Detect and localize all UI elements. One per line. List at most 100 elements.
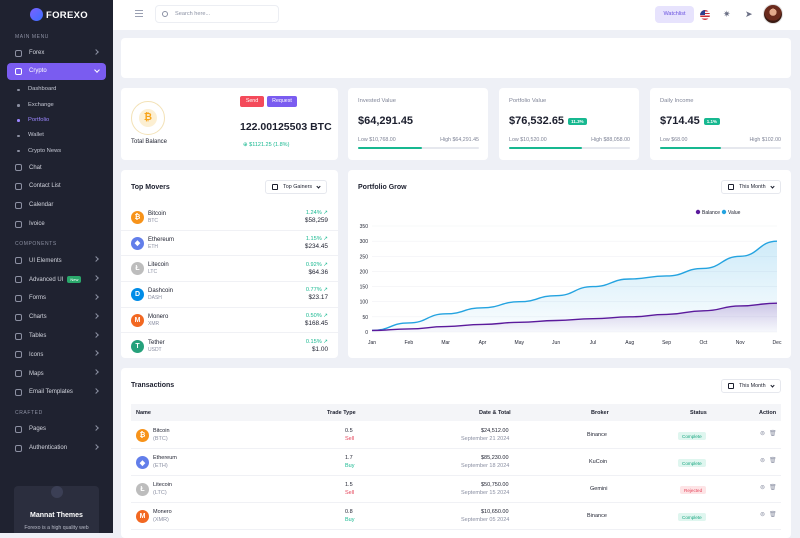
- chevron-right-icon: [93, 331, 99, 338]
- sidebar-sub-crypto-news[interactable]: Crypto News: [0, 143, 113, 158]
- list-item[interactable]: ◆ Ethereum ETH 1.15% ↗ $234.45: [121, 231, 338, 257]
- lock-icon: [15, 444, 22, 452]
- top-gainers-dropdown[interactable]: Top Gainers: [265, 180, 328, 194]
- sidebar-item-email-templates[interactable]: Email Templates: [0, 383, 113, 402]
- mover-price: $1.00: [312, 346, 328, 354]
- logo-icon: [30, 8, 43, 21]
- delete-icon[interactable]: 🗑: [769, 512, 777, 518]
- sidebar-item-calendar[interactable]: Calendar: [0, 196, 113, 215]
- balance-amount: 122.00125503 BTC: [240, 121, 332, 133]
- sidebar-item-contact-list[interactable]: Contact List: [0, 177, 113, 196]
- chevron-right-icon: [93, 294, 99, 300]
- sidebar-item-icons[interactable]: Icons: [0, 345, 113, 364]
- chevron-down-icon: [316, 183, 321, 189]
- menu-toggle-icon[interactable]: [135, 10, 143, 17]
- table-row[interactable]: ◆ Ethereum (ETH) 1.7 Buy $85,230.00 Sept…: [131, 449, 781, 476]
- x-tick-label: Jun: [552, 340, 560, 346]
- this-month-dropdown[interactable]: This Month: [721, 180, 781, 194]
- view-icon[interactable]: ⊚: [760, 458, 766, 464]
- calendar-icon: [728, 184, 734, 190]
- table-row[interactable]: ₿ Bitcoin (BTC) 0.5 Sell $24,512.00 Sept…: [131, 422, 781, 449]
- list-item[interactable]: ₿ Bitcoin BTC 1.24% ↗ $58,259: [121, 205, 338, 231]
- sidebar-sub-wallet[interactable]: Wallet: [0, 128, 113, 143]
- search-input[interactable]: Search here...: [155, 5, 279, 23]
- chevron-right-icon: [93, 369, 99, 376]
- transactions-month-dropdown[interactable]: This Month: [721, 379, 781, 393]
- us-flag-icon[interactable]: [700, 10, 710, 20]
- sidebar-item-advanced-ui[interactable]: Advanced UI New: [0, 270, 113, 289]
- watchlist-button[interactable]: Watchlist: [655, 6, 694, 23]
- table-row[interactable]: Ł Litecoin (LTC) 1.5 Sell $50,750.00 Sep…: [131, 476, 781, 503]
- delete-icon[interactable]: 🗑: [769, 485, 777, 491]
- mail-icon: [15, 388, 22, 396]
- sidebar-item-forms[interactable]: Forms: [0, 289, 113, 308]
- x-tick-label: Mar: [441, 340, 450, 346]
- avatar[interactable]: [763, 4, 783, 24]
- stat-high: High $64,291.45: [440, 137, 479, 143]
- topbar: Search here... Watchlist ✷ ➤: [113, 0, 800, 30]
- delete-icon[interactable]: 🗑: [769, 458, 777, 464]
- stat-high: High $88,058.00: [591, 137, 630, 143]
- sidebar-item-ui-elements[interactable]: UI Elements: [0, 251, 113, 270]
- stat-progress: [358, 147, 479, 149]
- send-button[interactable]: Send: [240, 96, 264, 107]
- status-badge: Complete: [678, 513, 706, 521]
- y-tick-label: 150: [360, 285, 369, 291]
- table-row[interactable]: M Monero (XMR) 0.8 Buy $10,650.00 Septem…: [131, 503, 781, 530]
- total-balance-label: Total Balance: [131, 139, 168, 145]
- list-item[interactable]: Ł Litecoin LTC 0.92% ↗ $64.36: [121, 256, 338, 283]
- x-tick-label: Jul: [590, 340, 596, 346]
- list-item[interactable]: D Dashcoin DASH 0.77% ↗ $23.17: [121, 282, 338, 308]
- request-button[interactable]: Request: [267, 96, 297, 107]
- view-icon[interactable]: ⊚: [760, 512, 766, 518]
- stat-label: Portfolio Value: [509, 98, 547, 104]
- sidebar-item-pages[interactable]: Pages: [0, 420, 113, 439]
- chevron-down-icon: [770, 183, 775, 189]
- sidebar-item-forex[interactable]: Forex: [0, 44, 113, 63]
- view-icon[interactable]: ⊚: [760, 431, 766, 437]
- view-icon[interactable]: ⊚: [760, 485, 766, 491]
- sidebar-sub-exchange[interactable]: Exchange: [0, 97, 113, 112]
- sidebar-item-authentication[interactable]: Authentication: [0, 439, 113, 458]
- mover-price: $58,259: [304, 217, 328, 225]
- bitcoin-coin-icon: ₿: [131, 101, 165, 135]
- col-trade-type: Trade Type: [327, 410, 356, 416]
- x-tick-label: Oct: [699, 340, 707, 346]
- mover-change: 1.24% ↗: [305, 210, 328, 217]
- sidebar-sub-portfolio[interactable]: Portfolio: [0, 112, 113, 127]
- bitcoin-icon: ₿: [136, 429, 149, 442]
- x-tick-label: Apr: [479, 340, 487, 346]
- sidebar: FOREXO MAIN MENU Forex Crypto Dashboard …: [0, 0, 113, 533]
- sidebar-item-tables[interactable]: Tables: [0, 327, 113, 346]
- stat-progress-fill: [660, 147, 721, 149]
- sidebar-sub-dashboard[interactable]: Dashboard: [0, 82, 113, 97]
- stat-card-portfolio: Portfolio Value $76,532.65 11.3% Low $10,…: [499, 88, 639, 160]
- calendar-icon: [15, 201, 22, 209]
- stat-label: Daily Income: [660, 98, 694, 104]
- mover-change: 0.15% ↗: [305, 339, 328, 346]
- y-tick-label: 50: [362, 315, 368, 321]
- bitcoin-icon: [15, 67, 22, 75]
- sidebar-item-crypto[interactable]: Crypto: [7, 62, 106, 80]
- chevron-right-icon: [93, 256, 99, 263]
- chevron-down-icon: [94, 66, 100, 73]
- list-item[interactable]: M Monero XMR 0.50% ↗ $168.45: [121, 308, 338, 334]
- section-components: COMPONENTS: [15, 241, 57, 248]
- section-main-menu: MAIN MENU: [15, 34, 50, 40]
- brand-logo[interactable]: FOREXO: [0, 0, 113, 30]
- table-header: Name Trade Type Date & Total Broker Stat…: [131, 404, 781, 421]
- sidebar-item-invoice[interactable]: Ivoice: [0, 215, 113, 234]
- sidebar-item-charts[interactable]: Charts: [0, 308, 113, 327]
- stat-low: Low $10,520.00: [509, 137, 547, 143]
- chevron-right-icon: [93, 443, 99, 450]
- stat-value: $714.45 1.1%: [660, 115, 721, 127]
- transactions-title: Transactions: [131, 382, 175, 389]
- sidebar-item-maps[interactable]: Maps: [0, 364, 113, 383]
- form-icon: [15, 294, 22, 302]
- legend-marker-value: [721, 209, 727, 215]
- theme-toggle-icon[interactable]: ✷: [723, 9, 731, 19]
- delete-icon[interactable]: 🗑: [769, 431, 777, 437]
- notification-icon[interactable]: ➤: [745, 9, 753, 19]
- sidebar-item-chat[interactable]: Chat: [0, 158, 113, 177]
- list-item[interactable]: T Tether USDT 0.15% ↗ $1.00: [121, 333, 338, 359]
